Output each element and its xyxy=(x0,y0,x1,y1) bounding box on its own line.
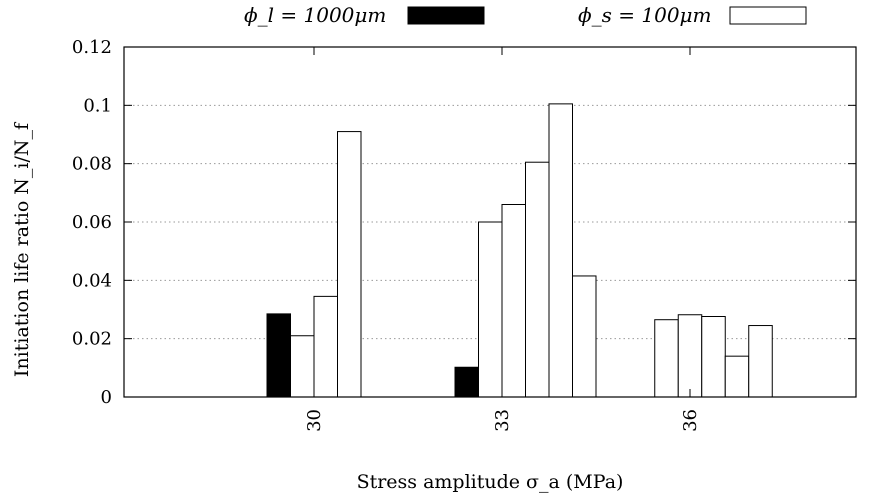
y-tick-label: 0.04 xyxy=(72,270,112,291)
bar-small xyxy=(337,131,362,398)
bar-small xyxy=(724,355,750,398)
bar-large xyxy=(454,366,479,398)
x-tick-label: 36 xyxy=(680,409,701,432)
y-tick-label: 0.08 xyxy=(72,154,112,175)
legend-swatch-small xyxy=(729,6,807,25)
bar-small xyxy=(501,204,526,398)
x-tick-label: 33 xyxy=(492,409,513,432)
legend-label-small: ϕ_s = 100μm xyxy=(578,3,712,27)
bar-small xyxy=(748,325,773,398)
bar-small xyxy=(478,221,503,398)
legend-swatch-large xyxy=(407,6,485,25)
y-axis-label: Initiation life ratio N_i/N_f xyxy=(11,121,33,377)
legend: ϕ_l = 1000μm ϕ_s = 100μm xyxy=(244,3,807,27)
bar-small xyxy=(677,314,703,398)
bar-small xyxy=(548,103,573,398)
bar-small xyxy=(525,161,550,398)
y-tick-label: 0.02 xyxy=(72,329,112,350)
x-tick-label: 30 xyxy=(304,409,325,432)
legend-label-large: ϕ_l = 1000μm xyxy=(244,3,386,27)
bars xyxy=(266,103,773,398)
bar-small xyxy=(701,316,726,398)
x-axis-label: Stress amplitude σ_a (MPa) xyxy=(357,471,624,493)
bar-small xyxy=(572,275,597,398)
y-tick-label: 0.06 xyxy=(72,212,112,233)
ticks: 0 0.02 0.04 0.06 0.08 0.1 0.12 30 33 36 xyxy=(72,37,856,432)
bar-small xyxy=(313,295,338,398)
y-tick-label: 0 xyxy=(101,387,112,408)
y-tick-label: 0.1 xyxy=(83,95,112,116)
bar-large xyxy=(266,313,291,398)
y-tick-label: 0.12 xyxy=(72,37,112,58)
bar-small xyxy=(654,319,679,398)
bar-small xyxy=(290,335,315,398)
